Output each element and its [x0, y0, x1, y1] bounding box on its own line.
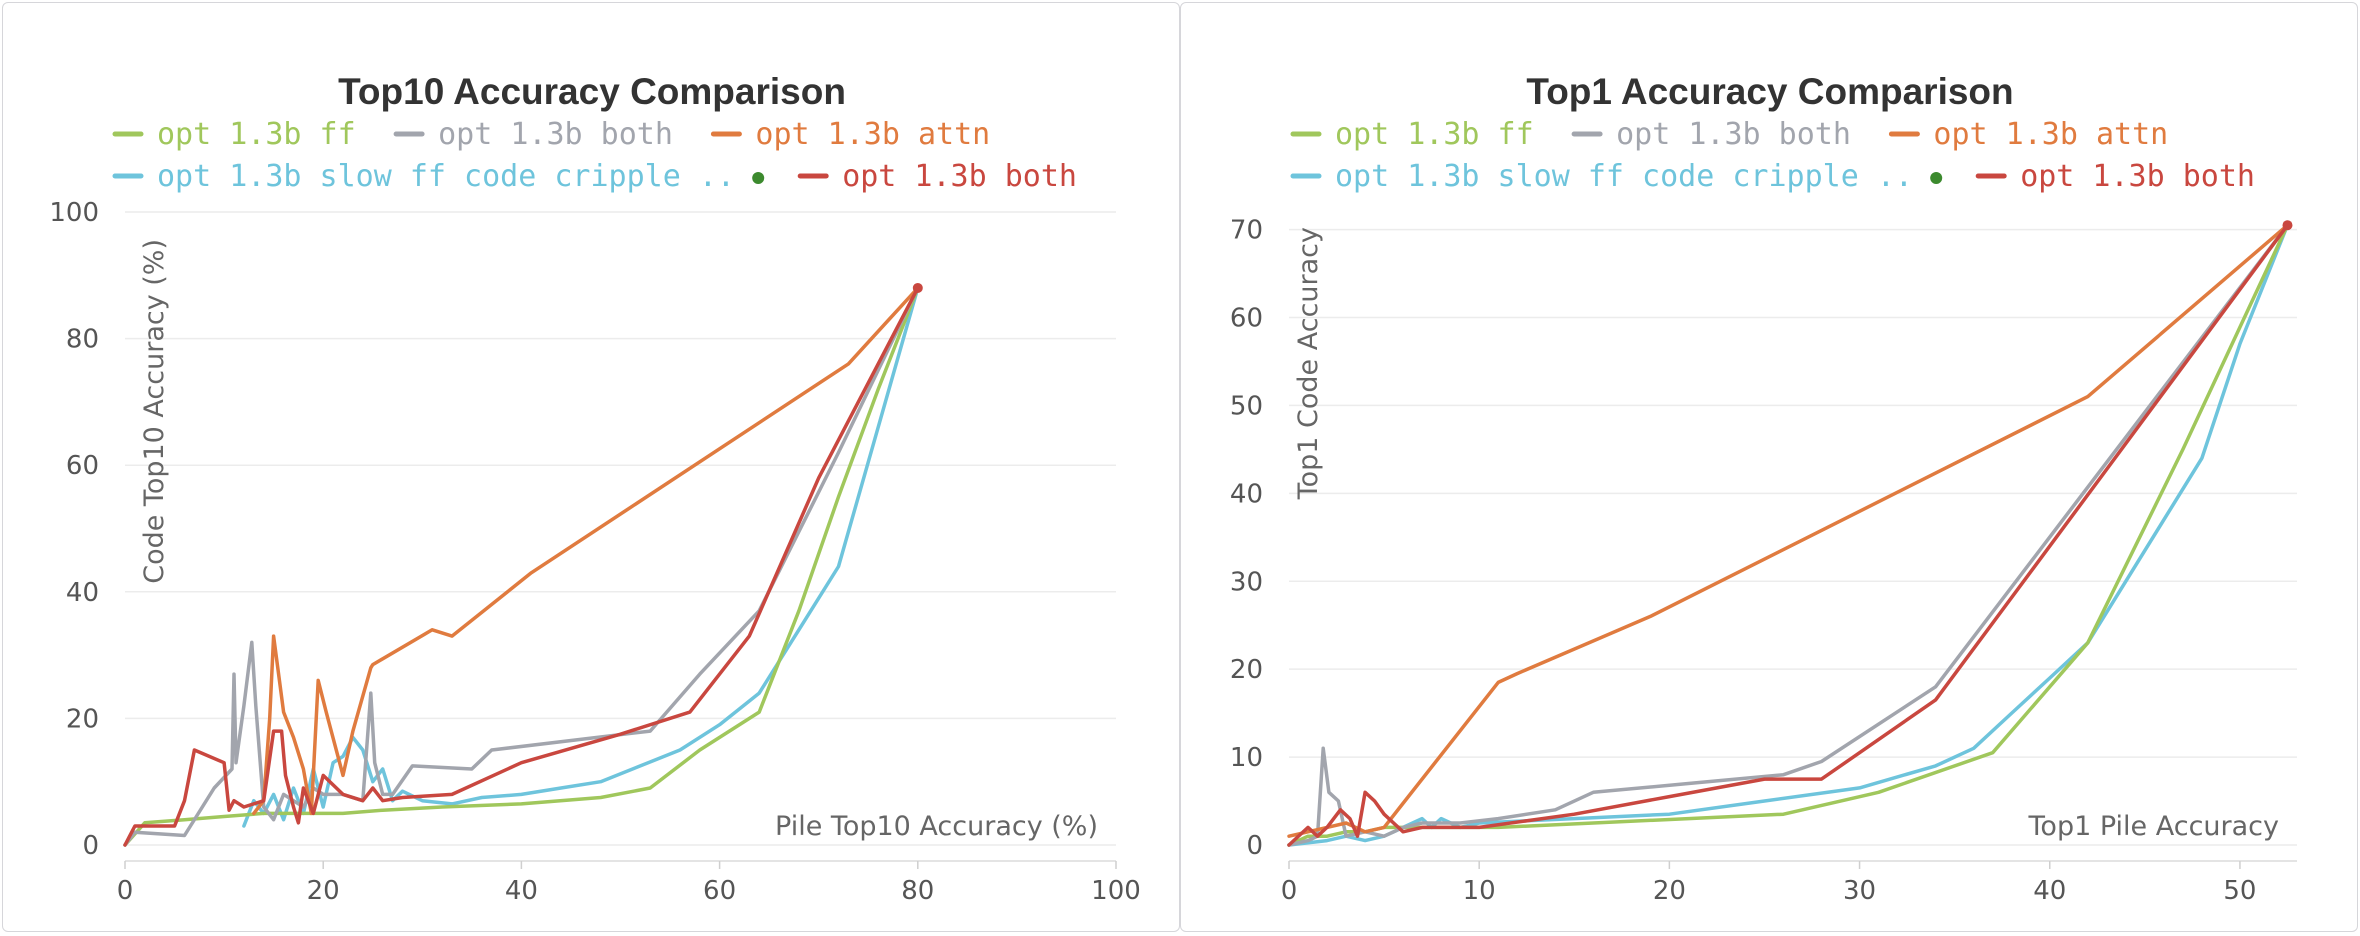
chart-grid — [1288, 228, 2297, 869]
y-axis-label: Code Top10 Accuracy (%) — [139, 239, 170, 584]
x-tick-label: 0 — [117, 876, 134, 906]
series-endpoint-marker — [2282, 220, 2293, 231]
x-tick-label: 60 — [703, 876, 736, 906]
legend-label: opt 1.3b both — [438, 117, 673, 152]
x-tick-label: 50 — [2223, 876, 2256, 906]
x-tick-label: 10 — [1463, 876, 1496, 906]
y-tick-label: 0 — [82, 831, 99, 861]
legend-label: opt 1.3b both — [842, 159, 1077, 194]
legend-overflow-dot — [752, 172, 765, 184]
legend-item-opt-slow[interactable]: opt 1.3b slow ff code cripple .. — [112, 159, 765, 194]
y-axis-label: Top1 Code Accuracy — [1293, 227, 1324, 500]
y-tick-label: 40 — [1230, 479, 1263, 509]
legend-label: opt 1.3b ff — [157, 117, 356, 152]
legend-item-opt-attn[interactable]: opt 1.3b attn — [1888, 117, 2168, 152]
legend-item-opt-both-red[interactable]: opt 1.3b both — [1975, 159, 2255, 194]
chart-title: Top10 Accuracy Comparison — [338, 71, 846, 112]
y-tick-label: 80 — [66, 325, 99, 355]
legend-item-opt-attn[interactable]: opt 1.3b attn — [710, 117, 990, 152]
x-axis-label: Top1 Pile Accuracy — [2028, 811, 2279, 842]
x-tick-label: 20 — [1653, 876, 1686, 906]
legend-item-opt-ff[interactable]: opt 1.3b ff — [1290, 117, 1534, 152]
x-tick-label: 80 — [901, 876, 934, 906]
legend-item-opt-both-gray[interactable]: opt 1.3b both — [393, 117, 673, 152]
y-tick-label: 20 — [1230, 655, 1263, 685]
chart-ticks: 0 20 40 60 80 100 0 20 40 60 80 100 — [49, 198, 1140, 906]
y-tick-label: 30 — [1230, 567, 1263, 597]
chart-title: Top1 Accuracy Comparison — [1526, 71, 2013, 112]
chart-grid — [124, 211, 1117, 869]
y-tick-label: 100 — [49, 198, 99, 228]
series-line-opt-both-red — [123, 286, 920, 847]
series-endpoint-marker — [912, 282, 923, 293]
y-tick-label: 40 — [66, 578, 99, 608]
y-tick-label: 60 — [66, 451, 99, 481]
chart-series — [1287, 220, 2293, 847]
legend-item-opt-both-gray[interactable]: opt 1.3b both — [1571, 117, 1851, 152]
chart-legend[interactable]: opt 1.3b ff opt 1.3b both opt 1.3b attn opt… — [112, 117, 1077, 194]
x-tick-label: 100 — [1091, 876, 1141, 906]
legend-label: opt 1.3b ff — [1335, 117, 1534, 152]
legend-label: opt 1.3b both — [1616, 117, 1851, 152]
x-tick-label: 0 — [1281, 876, 1298, 906]
legend-label: opt 1.3b slow ff code cripple .. — [157, 159, 735, 194]
x-tick-label: 40 — [505, 876, 538, 906]
y-tick-label: 60 — [1230, 304, 1263, 334]
y-tick-label: 70 — [1230, 216, 1263, 246]
x-axis-label: Pile Top10 Accuracy (%) — [775, 811, 1098, 842]
legend-label: opt 1.3b attn — [755, 117, 990, 152]
series-line-opt-both-red — [1287, 223, 2290, 847]
legend-item-opt-both-red[interactable]: opt 1.3b both — [797, 159, 1077, 194]
x-tick-label: 30 — [1843, 876, 1876, 906]
legend-item-opt-slow[interactable]: opt 1.3b slow ff code cripple .. — [1290, 159, 1943, 194]
legend-label: opt 1.3b attn — [1933, 117, 2168, 152]
x-tick-label: 20 — [307, 876, 340, 906]
chart-legend[interactable]: opt 1.3b ff opt 1.3b both opt 1.3b attn opt… — [1290, 117, 2255, 194]
y-tick-label: 20 — [66, 704, 99, 734]
y-tick-label: 0 — [1246, 831, 1263, 861]
y-tick-label: 50 — [1230, 391, 1263, 421]
series-line-opt-both-gray — [1287, 223, 2290, 847]
top10-chart: Top10 Accuracy Comparison opt 1.3b ff opt… — [49, 71, 1140, 906]
chart-ticks: 0 10 20 30 40 50 60 70 0 10 20 30 40 50 — [1230, 216, 2257, 906]
x-tick-label: 40 — [2033, 876, 2066, 906]
series-line-opt-attn — [1287, 223, 2290, 838]
top10-chart-panel: Top10 Accuracy Comparison opt 1.3b ff opt… — [2, 2, 1180, 932]
series-line-opt-attn — [252, 286, 920, 816]
top1-chart-panel: Top1 Accuracy Comparison opt 1.3b ff opt … — [1180, 2, 2358, 932]
chart-series — [123, 282, 923, 847]
top1-chart: Top1 Accuracy Comparison opt 1.3b ff opt … — [1230, 71, 2297, 906]
y-tick-label: 10 — [1230, 743, 1263, 773]
series-line-opt-ff — [1287, 223, 2290, 847]
legend-label: opt 1.3b slow ff code cripple .. — [1335, 159, 1913, 194]
legend-item-opt-ff[interactable]: opt 1.3b ff — [112, 117, 356, 152]
series-line-opt-ff — [123, 286, 920, 847]
legend-overflow-dot — [1930, 172, 1943, 184]
legend-label: opt 1.3b both — [2020, 159, 2255, 194]
